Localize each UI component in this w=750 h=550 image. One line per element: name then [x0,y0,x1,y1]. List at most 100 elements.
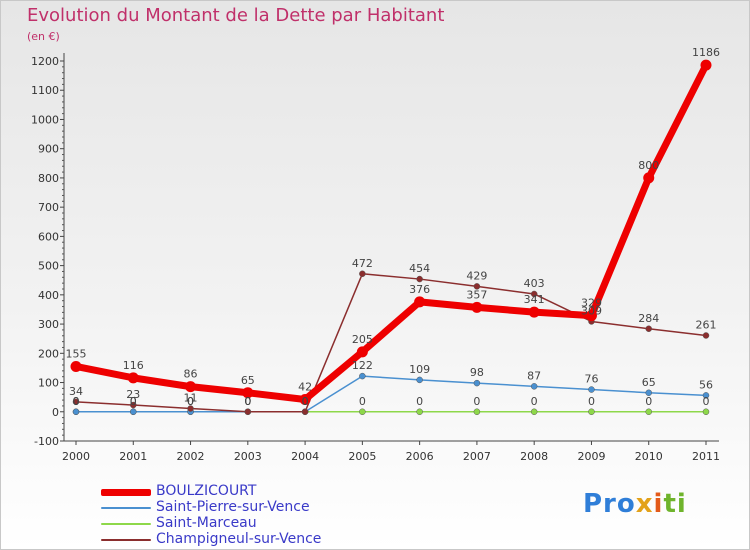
data-label: 0 [302,395,309,408]
data-point [299,393,311,405]
data-label: 472 [352,257,373,270]
data-label: 0 [187,395,194,408]
data-point [72,408,80,416]
legend-swatch [101,488,151,496]
logo-part: i [653,489,664,519]
data-label: 309 [581,304,602,317]
y-tick-label: 300 [38,318,59,331]
data-point [244,408,252,416]
data-point [185,381,197,393]
data-label: 0 [244,395,251,408]
data-point [416,275,423,283]
data-point [645,325,652,333]
legend-label: Saint-Pierre-sur-Vence [156,499,310,515]
data-point [72,398,80,406]
data-label: 76 [584,373,598,386]
y-tick-label: 600 [38,230,59,243]
data-point [187,405,194,412]
data-label: 65 [241,374,255,387]
data-label: 116 [123,359,144,372]
x-tick-label: 2000 [62,450,90,463]
logo-part: x [635,489,654,519]
data-point [643,172,655,184]
data-label: 429 [466,269,487,282]
series-line [72,61,710,403]
x-tick-label: 2004 [291,450,319,463]
data-label: 0 [130,395,137,408]
data-point [588,408,595,416]
data-label: 329 [581,297,602,310]
data-point [416,408,423,416]
y-tick-label: 1200 [31,55,59,68]
y-tick-label: 0 [52,406,59,419]
x-tick-label: 2001 [119,450,147,463]
data-label: 261 [696,318,717,331]
data-point [301,408,309,416]
data-point [528,306,540,318]
legend-swatch [101,539,151,541]
legend-label: Saint-Marceau [156,515,257,531]
y-tick-label: 800 [38,172,59,185]
x-tick-label: 2006 [406,450,434,463]
y-tick-label: 900 [38,143,59,156]
data-point [471,301,483,313]
x-tick-label: 2007 [463,450,491,463]
data-label: 122 [352,359,373,372]
data-point [416,376,423,384]
data-label: 0 [73,395,80,408]
logo-part: Pro [583,489,636,519]
data-point [530,383,538,390]
data-point [242,387,254,399]
series-line [75,375,707,413]
data-label: 23 [126,388,140,401]
data-label: 87 [527,369,541,382]
chart-unit: (en €) [27,30,60,43]
x-tick-label: 2010 [635,450,663,463]
logo-part: ti [663,489,687,519]
data-label: 0 [416,395,423,408]
data-point [359,372,366,380]
data-label: 155 [66,347,87,360]
chart-title: Evolution du Montant de la Dette par Hab… [27,5,445,26]
data-point [702,408,710,416]
proxiti-logo: Proxiti [583,489,693,525]
data-label: 98 [470,366,484,379]
data-point [70,360,82,372]
data-point [414,296,426,308]
data-point [127,372,139,384]
data-label: 284 [638,312,659,325]
data-label: 0 [473,395,480,408]
legend-item: BOULZICOURT [101,483,421,499]
y-tick-label: 1000 [31,113,59,126]
data-label: 65 [642,376,656,389]
data-label: 0 [73,395,80,408]
data-label: 0 [187,395,194,408]
y-tick-label: 200 [38,347,59,360]
data-label: 205 [352,333,373,346]
data-label: 0 [703,395,710,408]
data-label: 1186 [692,46,720,59]
legend-swatch [101,523,151,525]
legend: BOULZICOURT Saint-Pierre-sur-Vence Saint-M… [101,483,421,547]
data-point [588,386,595,393]
data-label: 341 [524,293,545,306]
x-tick-label: 2011 [692,450,720,463]
data-label: 376 [409,283,430,296]
data-label: 0 [244,395,251,408]
data-label: 0 [531,395,538,408]
data-point [645,389,652,397]
x-tick-label: 2003 [234,450,262,463]
legend-item: Saint-Marceau [101,515,421,531]
data-point [473,283,481,290]
data-point [702,392,710,399]
x-tick-label: 2009 [577,450,605,463]
data-label: 454 [409,262,430,275]
data-label: 109 [409,363,430,376]
data-label: 0 [588,395,595,408]
legend-swatch [101,507,151,509]
legend-label: Champigneul-sur-Vence [156,531,322,547]
data-label: 0 [302,395,309,408]
data-point [530,290,538,298]
